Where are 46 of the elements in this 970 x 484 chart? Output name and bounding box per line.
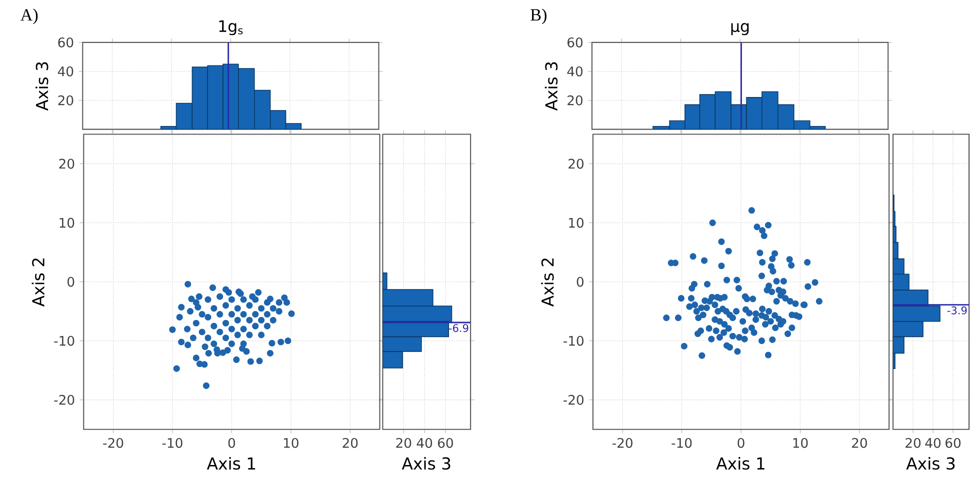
x-axis-title: Axis 3 (906, 457, 955, 470)
y-axis-title: Axis 3 (544, 62, 558, 111)
y-tick-label: 20 (568, 96, 582, 106)
x-tick-label: 20 (906, 438, 921, 448)
x-tick-label: 20 (396, 438, 412, 448)
chart-title: 1g$_{s}$ (219, 20, 243, 36)
y-tick-label: 20 (58, 96, 74, 106)
y-tick-label: 40 (567, 66, 582, 77)
y-tick-label: -10 (54, 336, 74, 346)
x-tick-label: -20 (103, 438, 124, 448)
x-tick-label: 10 (284, 438, 298, 448)
chart-title: μg (731, 23, 749, 36)
y-tick-label: 0 (68, 276, 74, 287)
x-tick-label: 60 (438, 438, 453, 448)
y-tick-label: 60 (58, 38, 74, 48)
x-axis-title: Axis 1 (716, 457, 764, 470)
y-tick-label: 40 (58, 66, 74, 77)
y-tick-label: 10 (60, 218, 74, 228)
x-tick-label: 40 (416, 438, 432, 448)
text: B) (530, 8, 546, 24)
x-tick-label: -20 (612, 438, 632, 448)
x-axis-title: Axis 1 (206, 457, 256, 470)
y-axis-title: Axis 2 (32, 258, 44, 307)
x-tick-label: 0 (738, 438, 744, 448)
y-tick-label: 20 (568, 158, 584, 169)
y-tick-label: 0 (576, 276, 584, 287)
y-tick-label: -20 (563, 395, 584, 406)
x-tick-label: -10 (162, 438, 182, 448)
y-tick-label: -20 (54, 395, 74, 406)
x-tick-label: -10 (672, 438, 692, 448)
x-tick-label: 0 (228, 438, 236, 448)
y-axis-title: Axis 3 (36, 62, 48, 111)
y-axis-title: Axis 2 (541, 258, 554, 307)
y-tick-label: 20 (59, 158, 74, 169)
y-tick-label: 10 (569, 218, 584, 228)
y-tick-label: -10 (563, 336, 584, 346)
x-axis-title: Axis 3 (402, 457, 450, 470)
x-tick-label: 10 (793, 438, 808, 448)
text: A) (20, 8, 38, 24)
ref-line-label: -6.9 (448, 324, 468, 332)
x-tick-label: 40 (925, 438, 941, 448)
x-tick-label: 20 (852, 438, 867, 448)
x-tick-label: 60 (946, 438, 961, 448)
x-tick-label: 20 (342, 438, 358, 448)
ref-line-label: -3.9 (947, 306, 967, 315)
y-tick-label: 60 (568, 38, 582, 48)
